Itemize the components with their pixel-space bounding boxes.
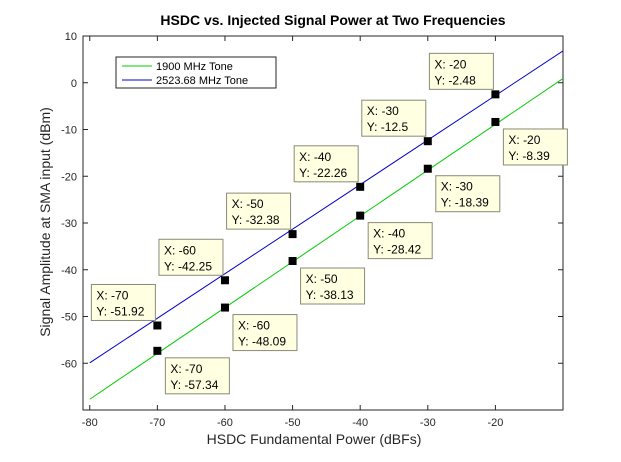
series-line [89, 78, 563, 400]
datatip-y-label: Y: -51.92 [96, 304, 144, 318]
data-point-marker [491, 90, 500, 99]
datatip-box [361, 99, 427, 137]
datatip-y-label: Y: -38.13 [306, 288, 354, 302]
data-point-marker [288, 257, 297, 266]
datatip-y-label: Y: -48.09 [238, 335, 286, 349]
series-line [89, 50, 563, 364]
series-1-group [89, 78, 563, 400]
datatip-box [367, 222, 433, 260]
legend-entry-label: 2523.68 MHz Tone [156, 75, 248, 87]
data-point-marker [220, 303, 229, 312]
datatip-x-label: X: -40 [299, 150, 331, 164]
datatip: X: -20 Y: -8.39 [502, 128, 568, 166]
datatip: X: -60 Y: -48.09 [232, 314, 298, 352]
y-tick-label: -20 [61, 171, 77, 183]
x-tick-label: -60 [217, 417, 233, 429]
datatip-x-label: X: -30 [367, 104, 399, 118]
datatip-x-label: X: -20 [434, 57, 466, 71]
datatip: X: -60 Y: -42.25 [158, 238, 224, 276]
data-point-marker [423, 137, 432, 146]
legend: 1900 MHz Tone 2523.68 MHz Tone [115, 56, 277, 89]
datatip: X: -50 Y: -32.38 [226, 192, 292, 230]
x-tick-label: -30 [420, 417, 436, 429]
x-tick-label: -40 [352, 417, 368, 429]
datatip: X: -20 Y: -2.48 [428, 52, 494, 90]
datatip-y-label: Y: -57.34 [170, 378, 218, 392]
data-point-marker [423, 164, 432, 173]
datatips: X: -70 Y: -57.34 X: -60 Y: -48.09 X: -50 Y: -… [90, 52, 568, 395]
datatip-y-label: Y: -42.25 [164, 259, 212, 273]
datatip-y-label: Y: -32.38 [232, 213, 280, 227]
datatip-x-label: X: -60 [238, 319, 270, 333]
datatip: X: -30 Y: -18.39 [435, 175, 501, 213]
datatip-box [158, 238, 224, 276]
y-tick-label: -10 [61, 125, 77, 137]
y-tick-label: -40 [61, 265, 77, 277]
datatip-x-label: X: -20 [508, 133, 540, 147]
datatip-x-label: X: -30 [441, 180, 473, 194]
series-2-group [89, 50, 563, 364]
data-point-marker [288, 230, 297, 239]
datatip: X: -40 Y: -22.26 [293, 145, 359, 183]
y-tick-label: 0 [71, 78, 77, 90]
y-tick-label: -30 [61, 218, 77, 230]
datatip-y-label: Y: -28.42 [373, 243, 421, 257]
datatip: X: -40 Y: -28.42 [367, 222, 433, 260]
y-tick-label: 10 [65, 31, 77, 43]
y-axis-label: Signal Amplitude at SMA input (dBm) [37, 107, 53, 337]
datatip: X: -30 Y: -12.5 [361, 99, 427, 137]
datatip-y-label: Y: -18.39 [441, 196, 489, 210]
legend-box [115, 56, 277, 89]
datatip-box [293, 145, 359, 183]
x-tick-label: -50 [285, 417, 301, 429]
datatip-box [300, 267, 366, 305]
y-tick-label: -60 [61, 358, 77, 370]
datatip-x-label: X: -70 [170, 362, 202, 376]
datatip-box [232, 314, 298, 352]
datatip: X: -70 Y: -51.92 [90, 283, 156, 321]
x-tick-label: -80 [82, 417, 98, 429]
datatip-y-label: Y: -12.5 [367, 120, 409, 134]
data-point-marker [491, 117, 500, 126]
datatip-x-label: X: -60 [164, 243, 196, 257]
data-point-marker [153, 346, 162, 355]
plot-box [82, 35, 564, 411]
chart-title: HSDC vs. Injected Signal Power at Two Fr… [160, 12, 505, 28]
datatip-x-label: X: -50 [306, 272, 338, 286]
x-tick-label: -20 [487, 417, 503, 429]
x-axis-label: HSDC Fundamental Power (dBFs) [207, 431, 422, 447]
datatip-box [164, 357, 230, 395]
x-tick-label: -70 [149, 417, 165, 429]
datatip-y-label: Y: -22.26 [299, 166, 347, 180]
datatip-x-label: X: -50 [232, 197, 264, 211]
datatip-x-label: X: -70 [96, 288, 128, 302]
y-tick-label: -50 [61, 312, 77, 324]
datatip: X: -50 Y: -38.13 [300, 267, 366, 305]
datatip-box [90, 283, 156, 321]
data-point-marker [153, 321, 162, 330]
datatip-box [226, 192, 292, 230]
datatip-box [428, 52, 494, 90]
datatip: X: -70 Y: -57.34 [164, 357, 230, 395]
datatip-x-label: X: -40 [373, 227, 405, 241]
legend-entry-label: 1900 MHz Tone [156, 61, 233, 73]
data-point-marker [356, 211, 365, 220]
data-point-marker [356, 182, 365, 191]
datatip-box [502, 128, 568, 166]
data-point-marker [220, 276, 229, 285]
datatip-y-label: Y: -2.48 [434, 73, 476, 87]
datatip-box [435, 175, 501, 213]
datatip-y-label: Y: -8.39 [508, 149, 550, 163]
plot-area: -80 -70 -60 -50 -40 -30 -20 10 0 -10 -20 -30 -40 -50 -… [61, 31, 568, 429]
